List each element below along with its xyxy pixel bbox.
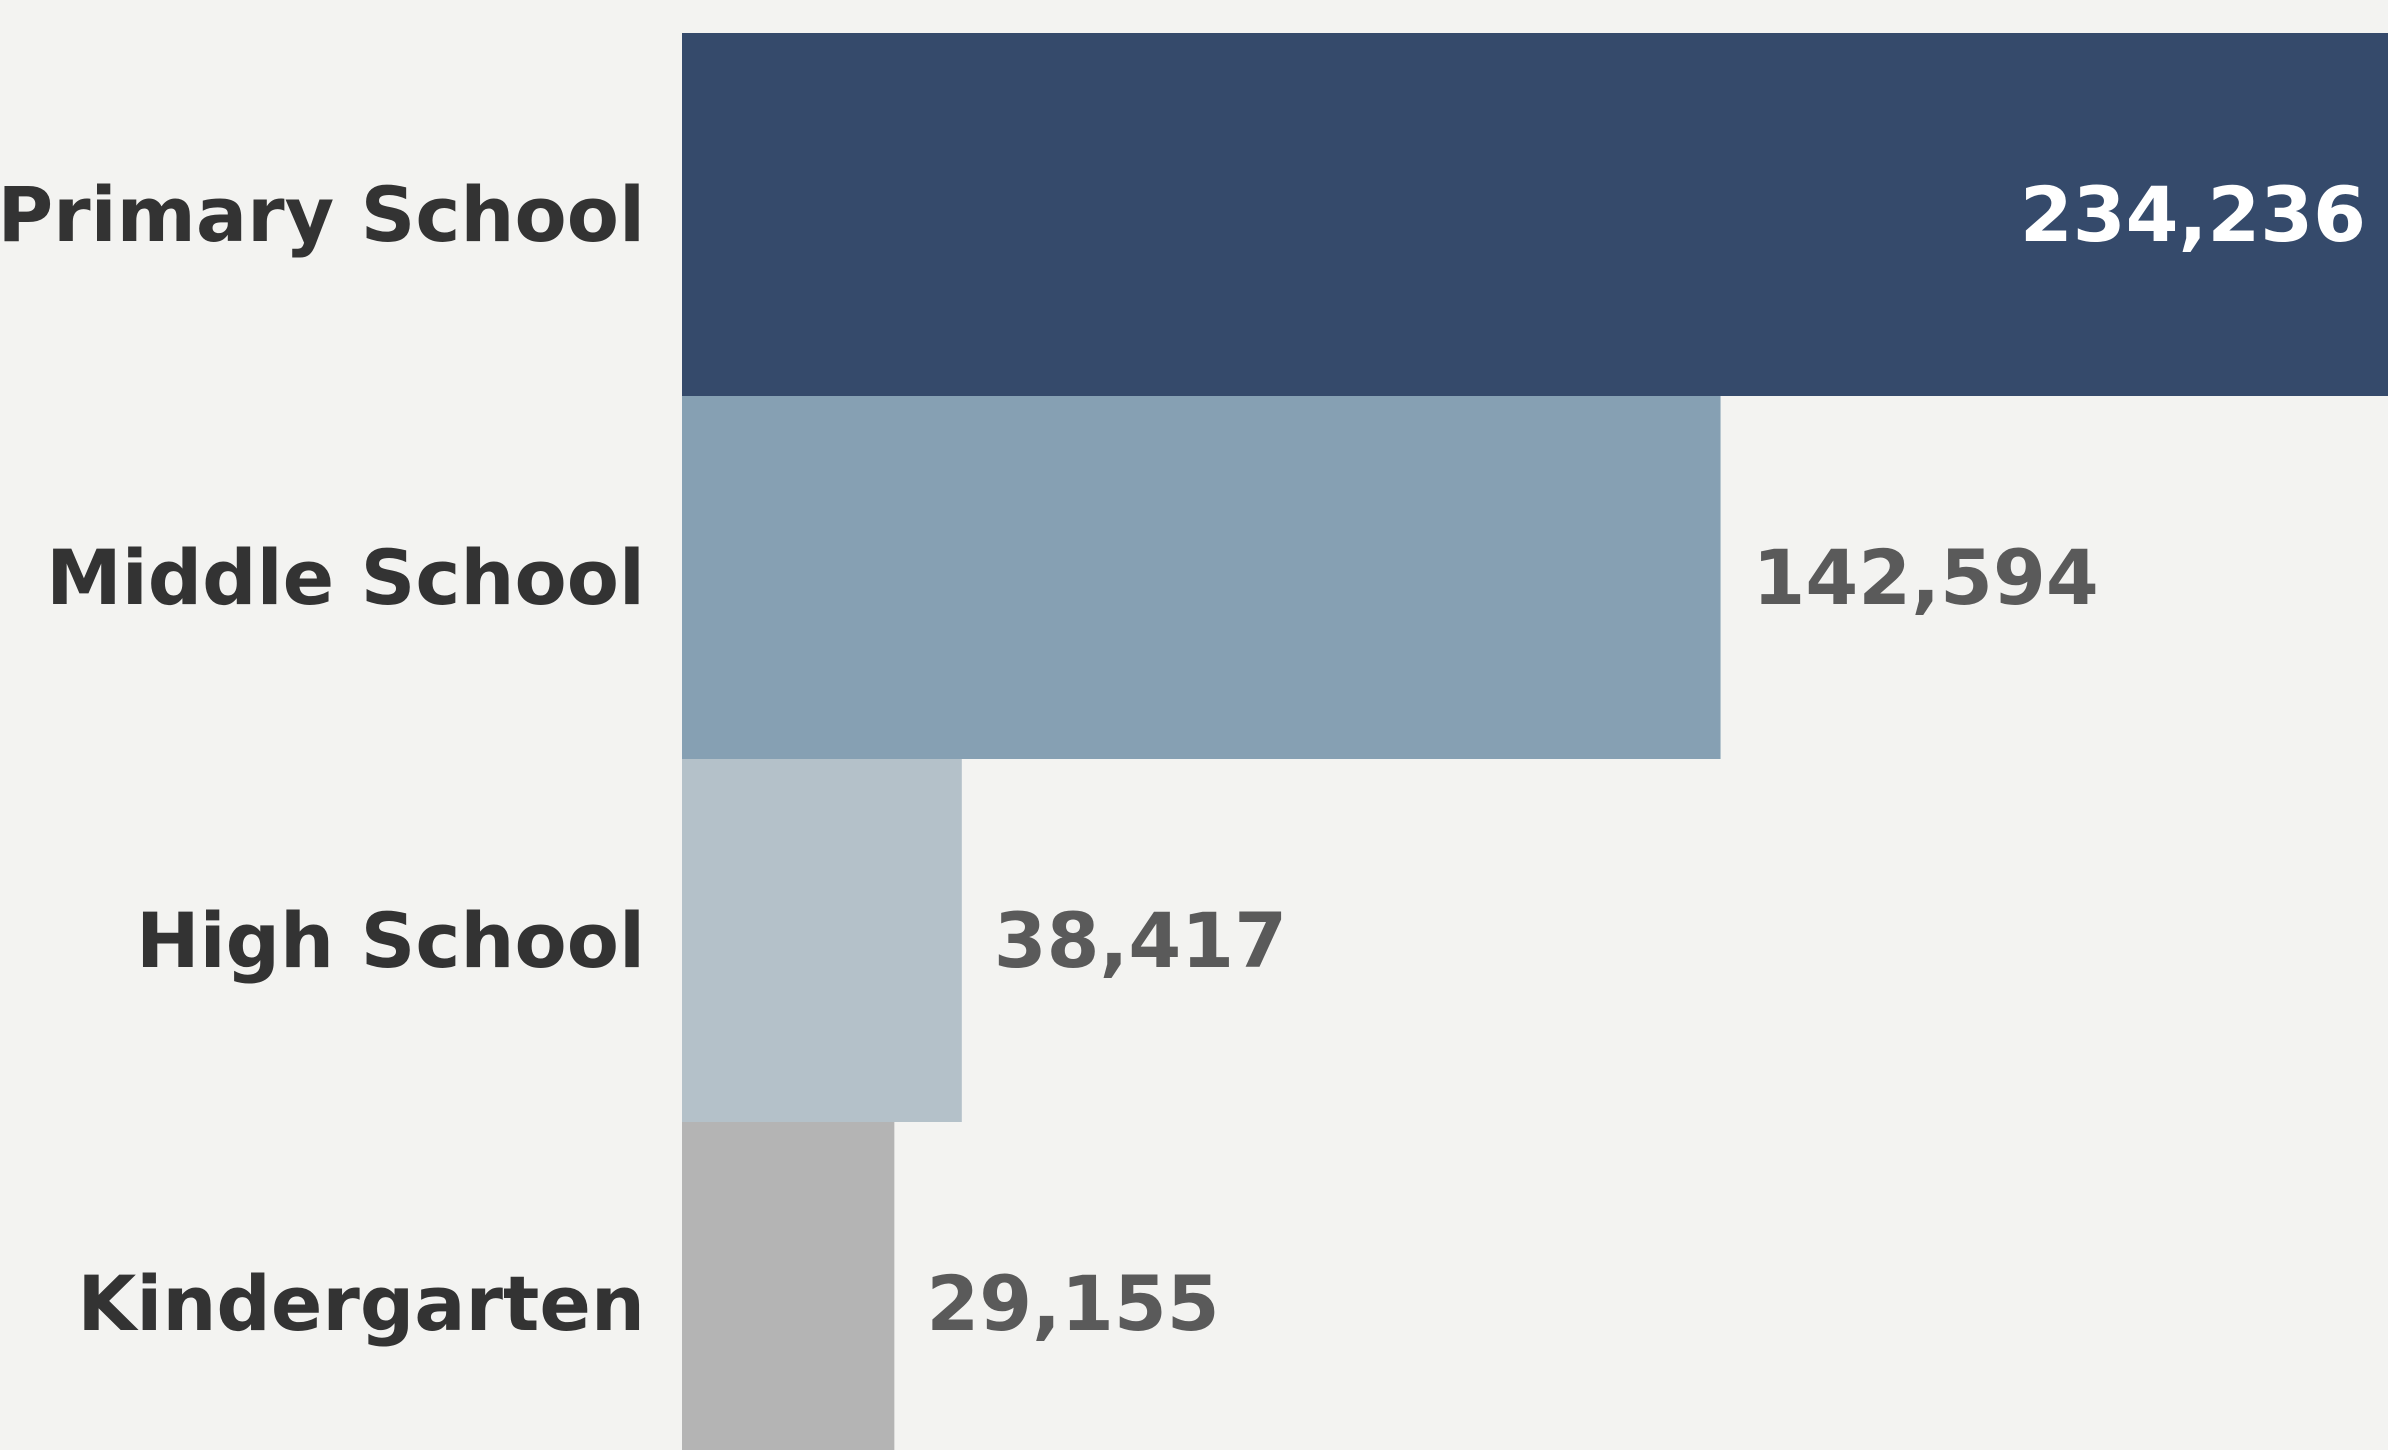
- data-label: 234,236: [2020, 170, 2366, 259]
- category-label: Primary School: [0, 170, 645, 259]
- data-label: 142,594: [1753, 533, 2099, 622]
- category-label: Middle School: [46, 533, 645, 622]
- data-label: 38,417: [994, 896, 1287, 985]
- data-label: 29,155: [926, 1259, 1219, 1348]
- bar-high-school: [682, 759, 962, 1122]
- category-label: Kindergarten: [77, 1259, 645, 1348]
- bar-middle-school: [682, 396, 1721, 759]
- bar-primary-school: [682, 33, 2388, 396]
- bar-kindergarten: [682, 1122, 895, 1450]
- category-label: High School: [136, 896, 645, 985]
